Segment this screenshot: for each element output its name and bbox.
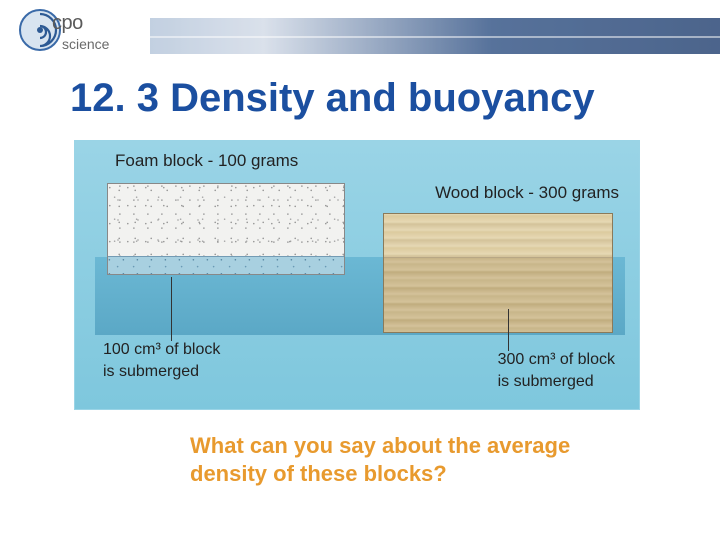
question-text: What can you say about the average densi…: [190, 432, 650, 487]
header: cpo science: [0, 0, 720, 68]
logo-text-line1: cpo: [52, 12, 83, 35]
foam-callout-pointer: [171, 277, 172, 341]
foam-block-label: Foam block - 100 grams: [115, 151, 298, 171]
wood-block-label: Wood block - 300 grams: [435, 183, 619, 203]
foam-callout-line2: is submerged: [103, 363, 199, 380]
wood-block-above-water: [384, 214, 612, 258]
wood-block: [383, 213, 613, 333]
logo: cpo science: [18, 6, 148, 64]
wood-submerged-callout: 300 cm³ of block is submerged: [498, 349, 615, 392]
wood-callout-pointer: [508, 309, 509, 351]
wood-callout-line1: 300 cm³ of block: [498, 351, 615, 368]
header-stripe: [150, 18, 720, 54]
page-title: 12. 3 Density and buoyancy: [70, 76, 680, 121]
foam-block-submerged-portion: [108, 256, 344, 274]
wood-callout-line2: is submerged: [498, 373, 594, 390]
foam-callout-line1: 100 cm³ of block: [103, 341, 220, 358]
foam-submerged-callout: 100 cm³ of block is submerged: [103, 339, 220, 382]
buoyancy-diagram: Foam block - 100 grams Wood block - 300 …: [74, 140, 640, 410]
logo-text-line2: science: [62, 36, 109, 52]
foam-block: [107, 183, 345, 275]
